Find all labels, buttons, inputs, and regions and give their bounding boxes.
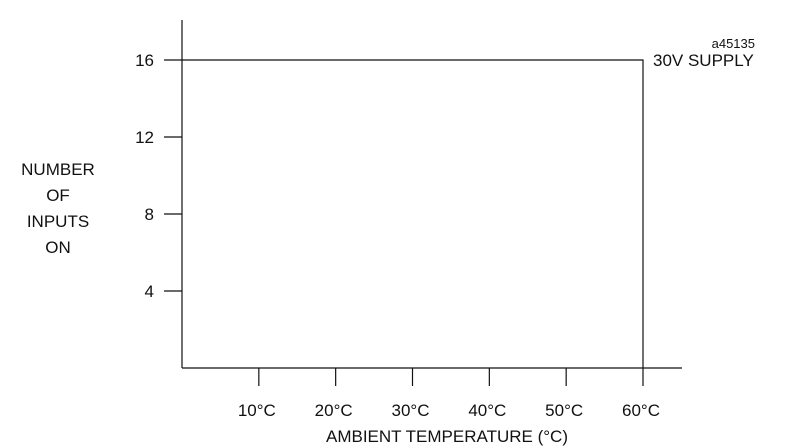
- y-axis-title-line: NUMBER: [21, 160, 95, 179]
- y-tick-label-12: 12: [135, 128, 154, 147]
- x-axis-title: AMBIENT TEMPERATURE (°C): [326, 427, 568, 446]
- y-axis-title-line: ON: [45, 238, 71, 257]
- series-line-0: [182, 59, 644, 368]
- y-tick-label-16: 16: [135, 51, 154, 70]
- x-axis-ticks: 10°C 20°C 30°C 40°C 50°C 60°C: [238, 368, 660, 420]
- series-label: 30V SUPPLY: [653, 51, 754, 70]
- y-tick-label-4: 4: [145, 282, 154, 301]
- x-tick-label-20: 20°C: [315, 401, 353, 420]
- y-axis-ticks: 4 8 12 16: [135, 51, 182, 301]
- y-axis-title-line: INPUTS: [27, 212, 89, 231]
- x-tick-label-40: 40°C: [468, 401, 506, 420]
- figure-reference: a45135: [712, 36, 755, 51]
- y-axis-title: NUMBER OF INPUTS ON: [21, 160, 95, 257]
- y-axis-title-line: OF: [46, 186, 70, 205]
- x-tick-label-60: 60°C: [622, 401, 660, 420]
- x-tick-label-10: 10°C: [238, 401, 276, 420]
- y-tick-label-8: 8: [145, 205, 154, 224]
- x-tick-label-50: 50°C: [545, 401, 583, 420]
- series-group: 30V SUPPLY: [182, 51, 754, 368]
- x-tick-label-30: 30°C: [392, 401, 430, 420]
